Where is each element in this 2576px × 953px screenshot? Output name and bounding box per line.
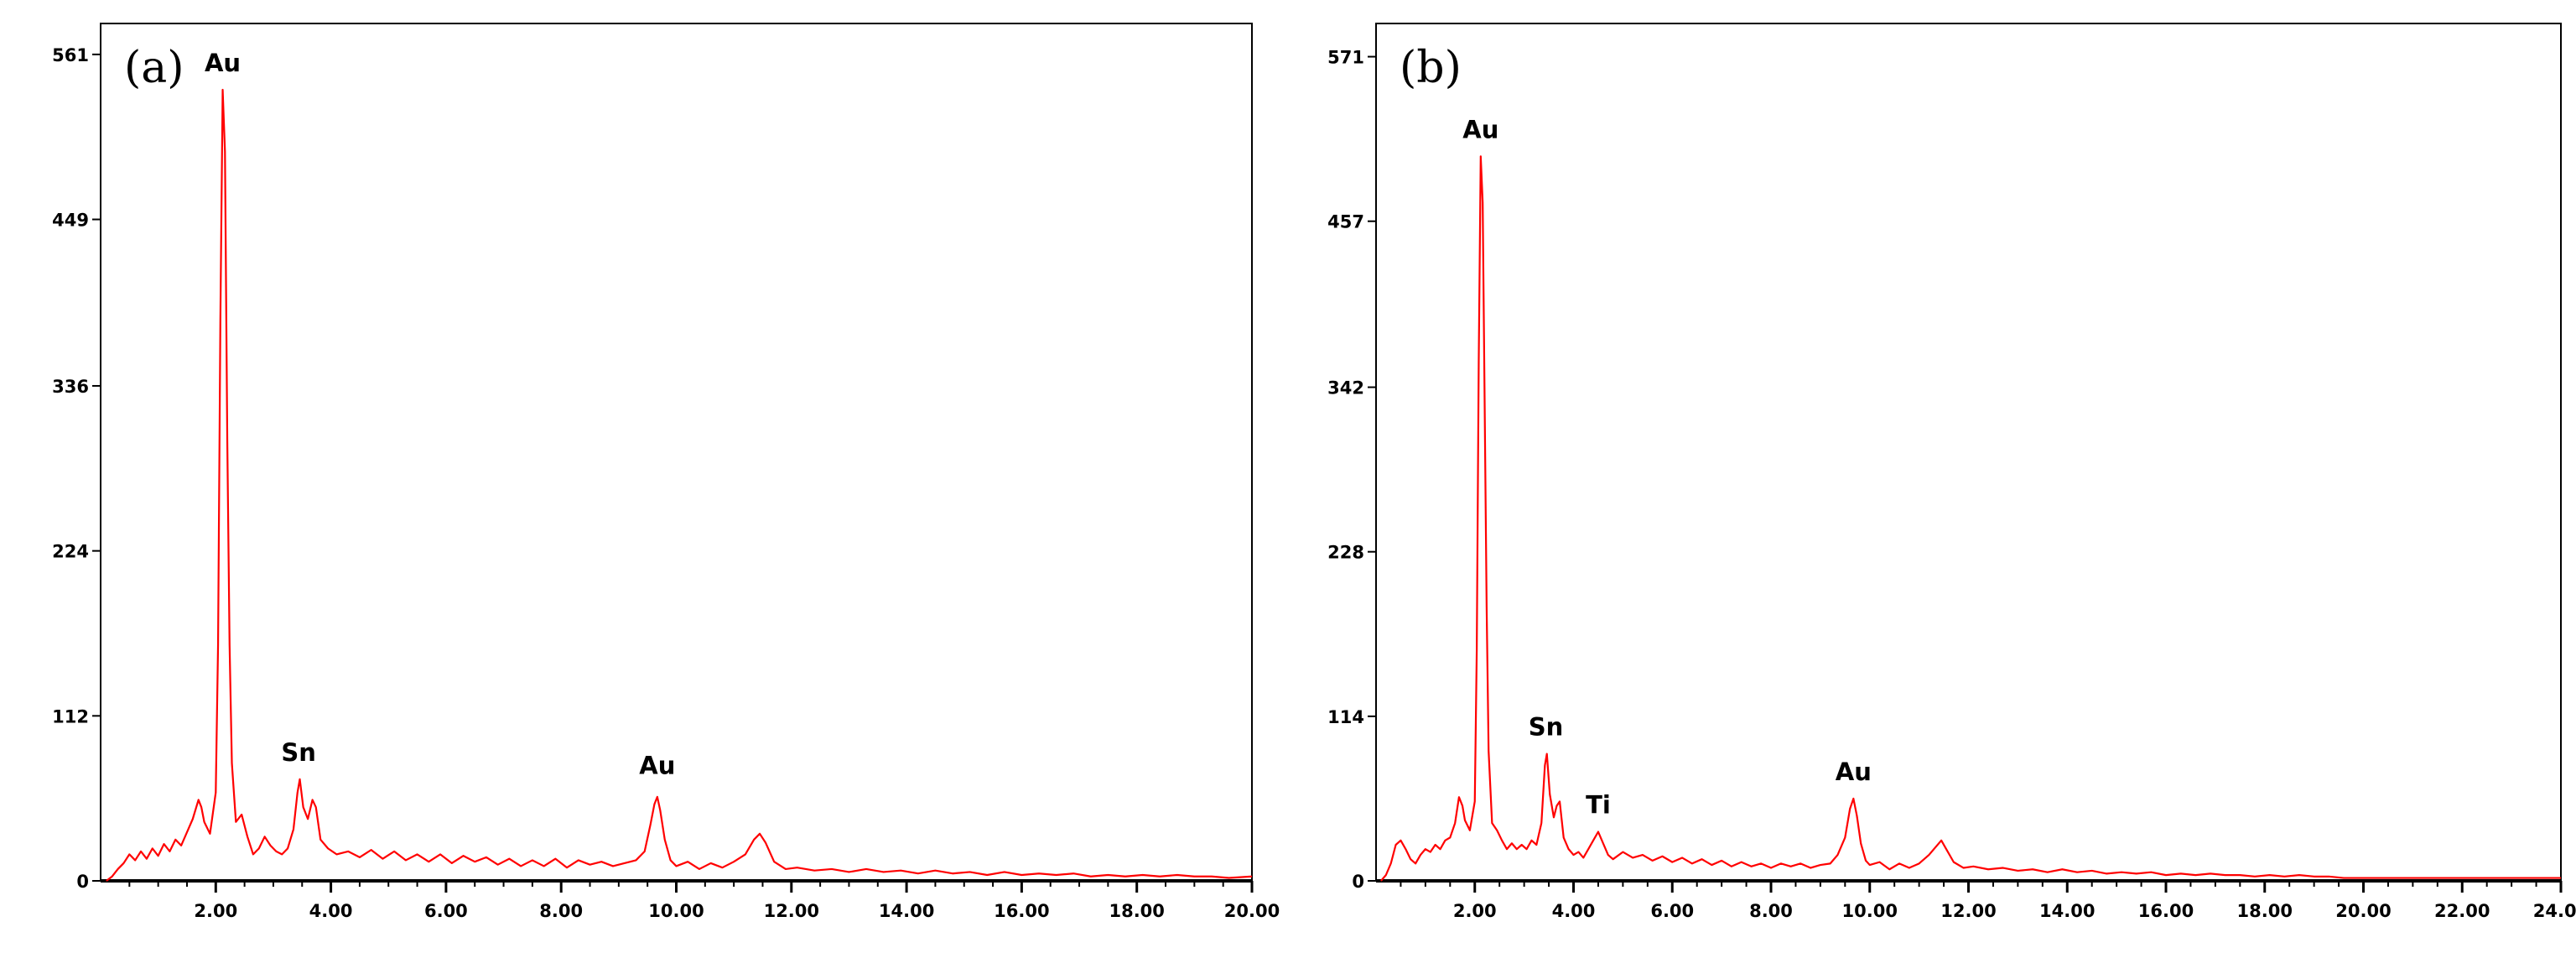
peak-label: Sn [281,738,316,767]
y-tick-label: 112 [52,706,89,726]
x-tick-label: 18.00 [1109,901,1164,921]
x-tick-label: 8.00 [539,901,583,921]
y-tick-label: 224 [52,542,89,562]
x-tick-label: 8.00 [1749,901,1793,921]
y-tick-label: 0 [1352,872,1364,892]
spectrum-line [1380,155,2561,882]
x-tick-label: 14.00 [879,901,934,921]
x-tick-label: 4.00 [1552,901,1596,921]
peak-label: Ti [1586,791,1611,820]
spectrum-panel-b: 0 114 228 342 457 571 2.00 4.00 6.00 8.00 10.00 12.… [1327,23,2576,921]
x-tick-label: 4.00 [309,901,353,921]
plot-frame [1375,23,2562,882]
x-tick-label: 18.00 [2237,901,2293,921]
x-tick-label: 12.00 [764,901,819,921]
x-tick-label: 14.00 [2039,901,2095,921]
y-tick-label: 342 [1327,378,1364,398]
x-tick-label: 12.00 [1940,901,1996,921]
y-tick-label: 114 [1327,707,1364,727]
spectrum-panel-a: 0 112 224 336 449 561 2.00 4.00 6.00 8.00 10.00 12.… [52,23,1280,921]
y-tick-label: 449 [52,211,89,231]
plot-frame [100,23,1253,882]
y-tick-label: 336 [52,377,89,397]
peak-label: Au [1462,115,1498,143]
x-tick-label: 2.00 [1453,901,1497,921]
panel-label: (a) [124,43,184,93]
x-tick-label: 16.00 [994,901,1049,921]
x-tick-label: 20.00 [1224,901,1280,921]
panel-label: (b) [1400,43,1462,93]
y-tick-label: 0 [76,872,89,892]
peak-label: Au [205,49,241,77]
x-tick-label: 6.00 [1650,901,1694,921]
x-tick-label: 2.00 [194,901,237,921]
y-tick-label: 457 [1327,212,1364,232]
x-tick-label: 10.00 [1842,901,1898,921]
y-tick-label: 228 [1327,543,1364,563]
x-tick-label: 20.00 [2335,901,2391,921]
x-tick-label: 10.00 [648,901,704,921]
x-tick-label: 24.00 [2533,901,2576,921]
spectrum-line [106,88,1253,882]
x-tick-label: 22.00 [2434,901,2490,921]
x-tick-label: 6.00 [424,901,468,921]
peak-label: Au [639,752,675,780]
peak-label: Sn [1529,713,1564,742]
y-tick-label: 561 [52,45,89,65]
y-tick-label: 571 [1327,48,1364,68]
x-tick-label: 16.00 [2138,901,2194,921]
peak-label: Au [1836,758,1872,786]
